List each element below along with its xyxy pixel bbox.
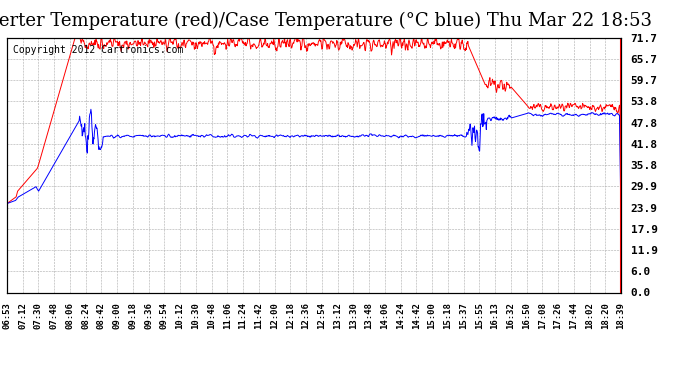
Text: Inverter Temperature (red)/Case Temperature (°C blue) Thu Mar 22 18:53: Inverter Temperature (red)/Case Temperat… xyxy=(0,11,651,30)
Text: Copyright 2012 Cartronics.com: Copyright 2012 Cartronics.com xyxy=(13,45,184,55)
